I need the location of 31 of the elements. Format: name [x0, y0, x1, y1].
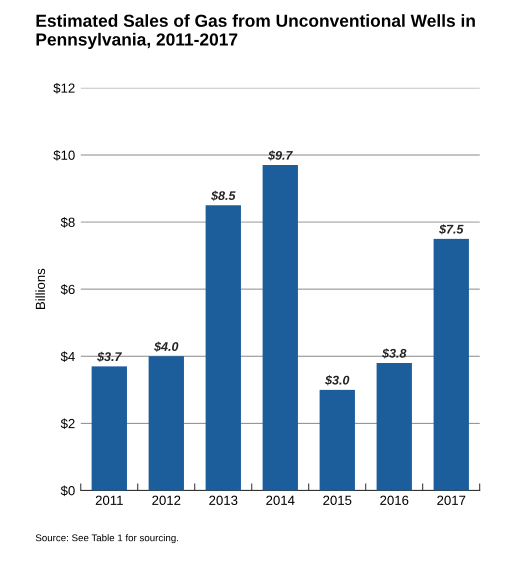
y-tick-label: $0 — [60, 485, 75, 496]
x-tick-label: 2014 — [266, 496, 295, 506]
bar — [320, 390, 355, 490]
data-label: $3.0 — [325, 375, 350, 386]
bar — [434, 238, 469, 490]
source-note: Source: See Table 1 for sourcing. — [36, 534, 178, 544]
data-label: $9.7 — [268, 150, 293, 161]
x-tick-label: 2012 — [152, 496, 180, 506]
x-tick-label: 2017 — [437, 496, 466, 506]
x-tick-label: 2011 — [96, 496, 123, 506]
data-label: $7.5 — [439, 224, 464, 234]
bar — [92, 366, 127, 490]
y-tick-label: $4 — [60, 351, 75, 362]
data-label: $8.5 — [211, 190, 236, 201]
bar — [262, 165, 298, 490]
x-tick-label: 2016 — [380, 496, 408, 506]
y-axis-title: Billions — [35, 268, 46, 309]
y-tick-label: $8 — [60, 217, 75, 228]
bar — [148, 356, 184, 490]
bar — [206, 205, 241, 490]
y-tick-label: $10 — [53, 150, 75, 161]
y-tick-label: $6 — [60, 284, 75, 295]
x-tick-label: 2013 — [209, 496, 238, 506]
chart-title: Estimated Sales of Gas from Unconventional Wells in Pennsylvania, 2011-2017 — [36, 14, 475, 50]
data-label: $3.7 — [97, 352, 122, 362]
data-label: $3.8 — [382, 348, 406, 359]
y-tick-label: $12 — [53, 82, 75, 94]
y-tick-label: $2 — [60, 418, 75, 430]
data-label: $4.0 — [154, 342, 178, 352]
x-tick-label: 2015 — [323, 496, 352, 506]
bar — [376, 362, 412, 490]
